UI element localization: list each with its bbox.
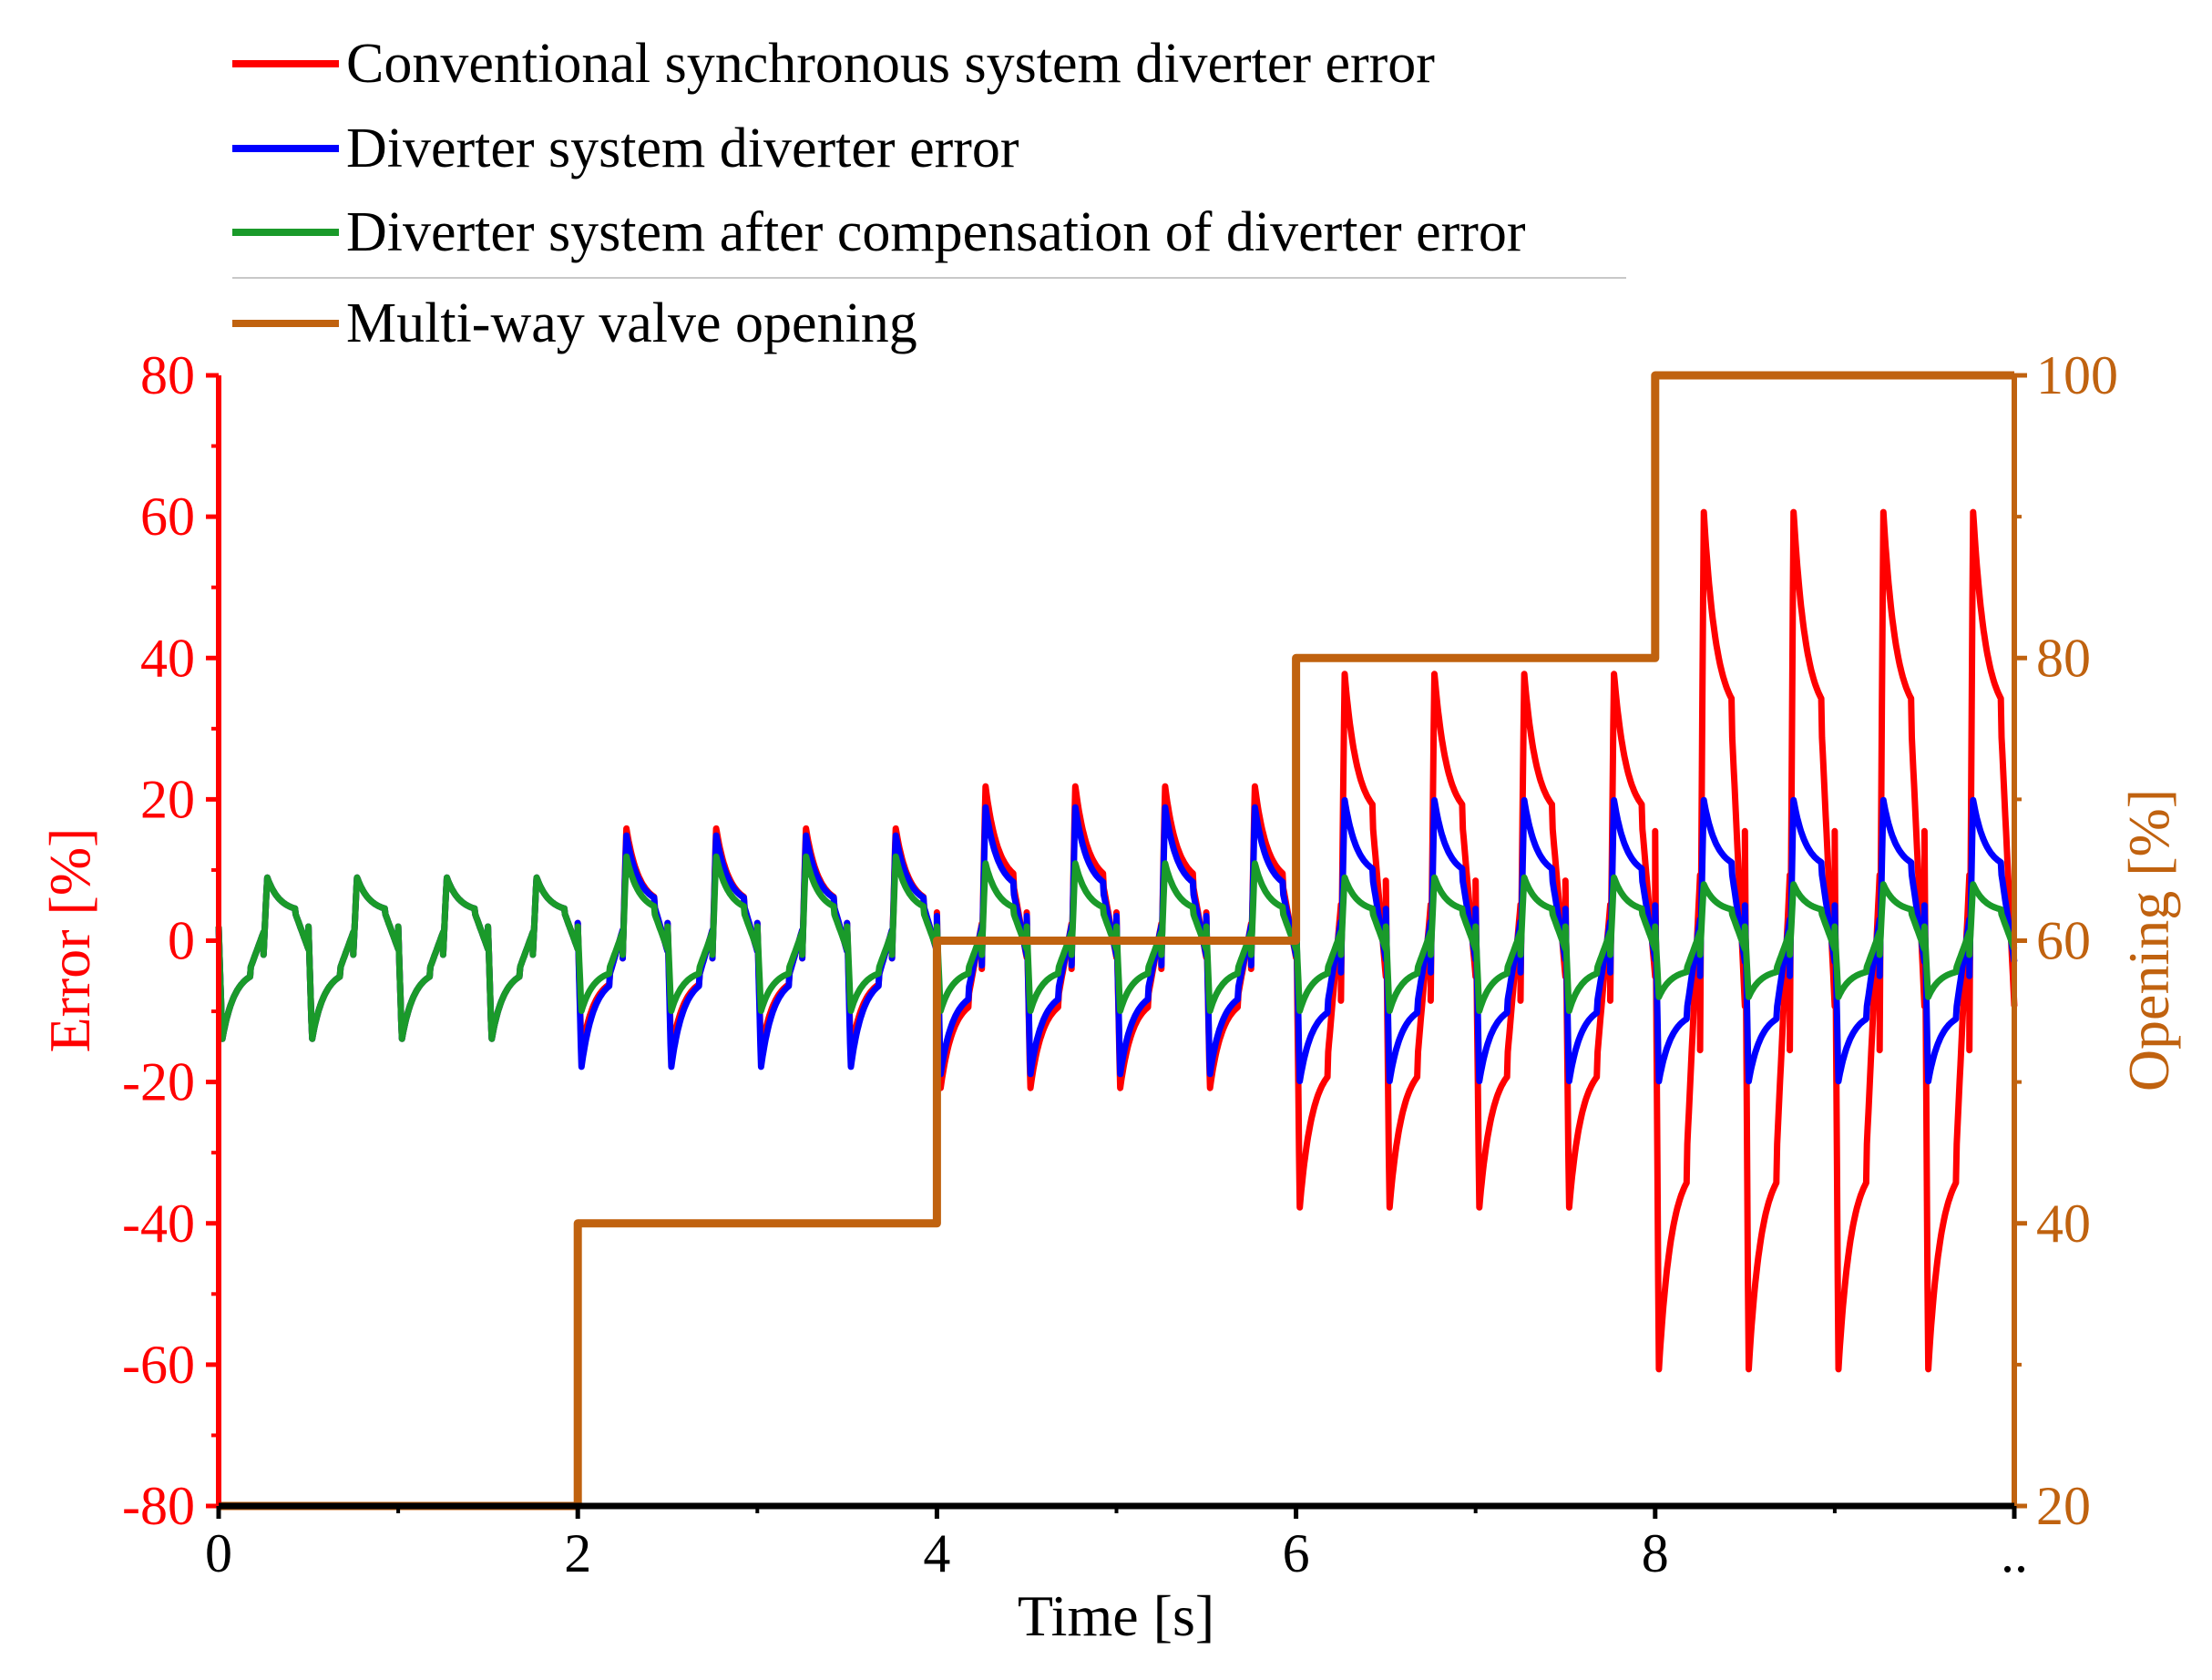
x-tick-label: .. [2001, 1523, 2028, 1583]
y-right-tick-label: 40 [2036, 1193, 2091, 1254]
y-left-tick-label: 40 [140, 628, 195, 688]
y-left-tick-label: -40 [122, 1193, 195, 1254]
legend-entry-valve-opening: Multi-way valve opening [346, 292, 917, 354]
series-valve-opening-line [219, 371, 2014, 1511]
y-right-tick-label: 20 [2036, 1476, 2091, 1536]
y-right-axis-title: Opening [%] [2116, 789, 2181, 1091]
legend: Conventional synchronous system diverter… [232, 33, 1626, 354]
ticks: 80 60 40 20 0 -20 -40 -60 -80 100 80 60 40 20 0 2 4 6 8.. [122, 345, 2118, 1583]
y-left-tick-label: -60 [122, 1335, 195, 1395]
y-left-tick-label: -20 [122, 1052, 195, 1112]
y-left-axis-title: Error [%] [37, 828, 102, 1053]
y-right-tick-label: 80 [2036, 628, 2091, 688]
x-tick-label: 2 [564, 1523, 591, 1583]
y-left-tick-label: -80 [122, 1476, 195, 1536]
y-right-tick-label: 60 [2036, 911, 2091, 971]
y-left-tick-label: 60 [140, 487, 195, 547]
plot-series [215, 371, 2018, 1511]
x-tick-label: 0 [205, 1523, 232, 1583]
y-right-tick-label: 100 [2036, 345, 2118, 405]
legend-entry-compensated: Diverter system after compensation of di… [346, 201, 1526, 263]
legend-entry-diverter: Diverter system diverter error [346, 118, 1019, 179]
x-tick-label: 6 [1283, 1523, 1310, 1583]
legend-entry-conventional: Conventional synchronous system diverter… [346, 33, 1435, 95]
x-tick-label: 4 [923, 1523, 950, 1583]
y-left-tick-label: 0 [168, 911, 195, 971]
y-left-tick-label: 80 [140, 345, 195, 405]
y-left-tick-label: 20 [140, 769, 195, 829]
x-tick-label: 8 [1642, 1523, 1669, 1583]
x-axis-title: Time [s] [1018, 1583, 1214, 1648]
